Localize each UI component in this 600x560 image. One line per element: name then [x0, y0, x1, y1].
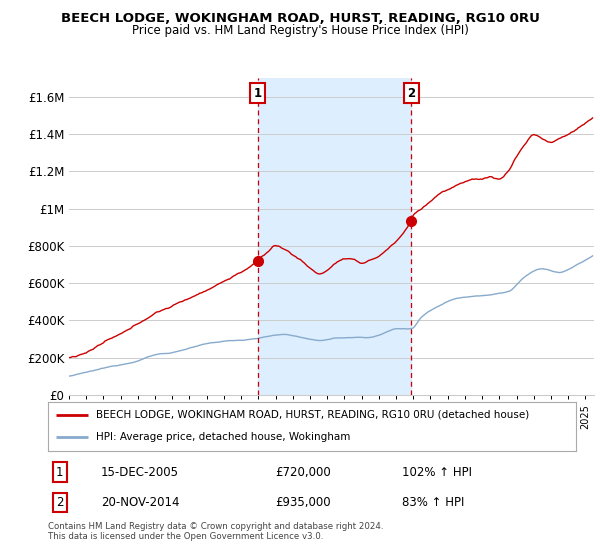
Bar — [257, 78, 412, 395]
Text: 20-NOV-2014: 20-NOV-2014 — [101, 496, 179, 509]
Text: HPI: Average price, detached house, Wokingham: HPI: Average price, detached house, Woki… — [95, 432, 350, 442]
Text: Contains HM Land Registry data © Crown copyright and database right 2024.
This d: Contains HM Land Registry data © Crown c… — [48, 522, 383, 542]
Text: £935,000: £935,000 — [275, 496, 331, 509]
Text: £720,000: £720,000 — [275, 466, 331, 479]
Text: 102% ↑ HPI: 102% ↑ HPI — [402, 466, 472, 479]
Text: Price paid vs. HM Land Registry's House Price Index (HPI): Price paid vs. HM Land Registry's House … — [131, 24, 469, 36]
Text: 2: 2 — [407, 87, 415, 100]
Text: 2: 2 — [56, 496, 64, 509]
Text: 1: 1 — [56, 466, 64, 479]
Text: 15-DEC-2005: 15-DEC-2005 — [101, 466, 179, 479]
Text: 83% ↑ HPI: 83% ↑ HPI — [402, 496, 464, 509]
Text: BEECH LODGE, WOKINGHAM ROAD, HURST, READING, RG10 0RU: BEECH LODGE, WOKINGHAM ROAD, HURST, READ… — [61, 12, 539, 25]
Text: 1: 1 — [254, 87, 262, 100]
Text: BEECH LODGE, WOKINGHAM ROAD, HURST, READING, RG10 0RU (detached house): BEECH LODGE, WOKINGHAM ROAD, HURST, READ… — [95, 410, 529, 420]
